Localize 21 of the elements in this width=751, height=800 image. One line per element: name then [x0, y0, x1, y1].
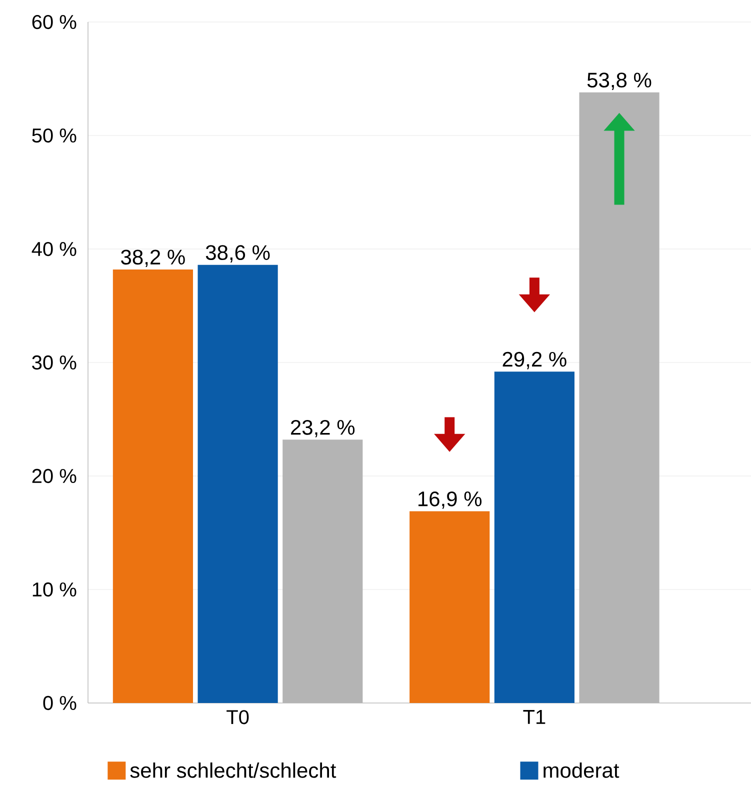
x-tick-label: T0 [226, 710, 249, 724]
y-tick-label: 10 % [32, 582, 76, 597]
y-tick-label: 30 % [32, 355, 76, 370]
bar [494, 372, 574, 703]
legend-label: sehr schlecht/schlecht [130, 762, 336, 778]
bar [410, 511, 490, 703]
legend-label: moderat [544, 762, 620, 778]
data-label: 53,8 % [587, 72, 652, 90]
data-label: 23,2 % [291, 420, 355, 438]
y-tick-label: 60 % [32, 14, 76, 30]
data-label: 38,2 % [121, 250, 185, 268]
x-tick-label: T1 [523, 710, 546, 724]
y-tick-label: 50 % [32, 128, 76, 143]
data-label: 38,6 % [206, 245, 270, 263]
data-label: 16,9 % [418, 491, 482, 509]
data-label: 29,2 % [502, 352, 566, 370]
y-tick-label: 20 % [32, 468, 76, 484]
y-tick-label: 0 % [43, 696, 76, 710]
bar [112, 269, 194, 703]
bar [198, 264, 278, 703]
y-tick-label: 40 % [32, 242, 76, 256]
